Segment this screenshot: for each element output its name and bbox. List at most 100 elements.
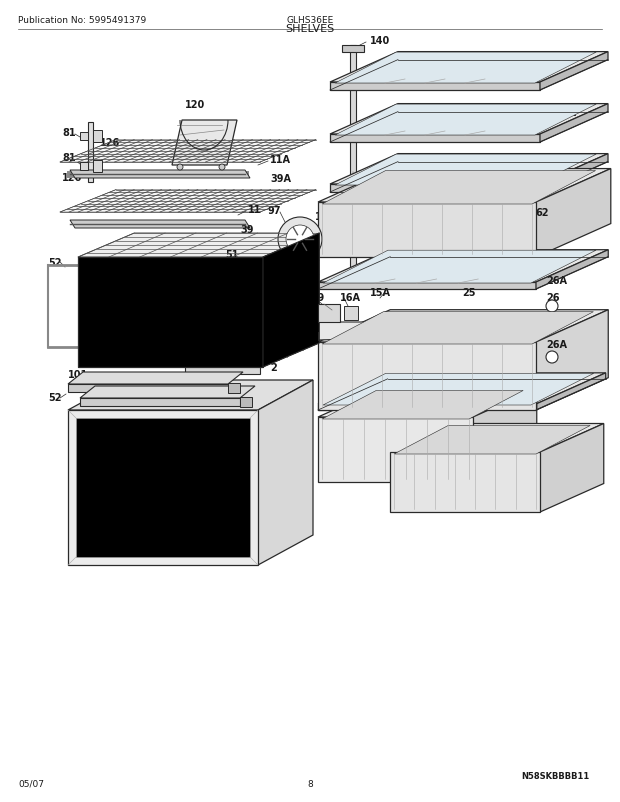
Text: 47A: 47A [415,412,436,423]
Polygon shape [76,419,250,557]
Polygon shape [60,190,316,213]
Text: 140: 140 [370,36,390,46]
Text: 62: 62 [535,208,549,217]
Polygon shape [80,399,240,407]
Polygon shape [318,169,611,203]
Circle shape [546,301,558,313]
Polygon shape [335,155,596,186]
Circle shape [546,351,558,363]
Text: GLHS36EE: GLHS36EE [286,16,334,25]
Polygon shape [70,171,250,179]
Polygon shape [540,424,604,512]
Text: 26A: 26A [546,339,567,350]
Polygon shape [330,104,608,135]
Polygon shape [350,46,356,273]
Polygon shape [318,250,608,282]
Text: 24A: 24A [555,53,576,63]
Polygon shape [70,221,250,229]
Text: 101: 101 [195,391,215,402]
Text: 26: 26 [546,293,559,302]
Text: 126: 126 [62,172,82,183]
Polygon shape [536,250,608,290]
Text: 42: 42 [497,200,510,210]
Polygon shape [68,384,228,392]
Polygon shape [318,374,606,404]
Text: 11A: 11A [270,155,291,164]
Polygon shape [68,380,313,411]
Polygon shape [323,374,594,406]
Text: 123: 123 [315,212,335,221]
Text: 21: 21 [340,243,353,253]
Polygon shape [318,282,536,290]
Polygon shape [335,105,596,136]
Text: 109: 109 [305,293,326,302]
Polygon shape [330,135,540,143]
Text: 25A: 25A [415,441,436,452]
Polygon shape [68,373,243,384]
Polygon shape [80,163,88,171]
Polygon shape [318,389,537,418]
Text: 24A: 24A [555,107,576,118]
Polygon shape [344,306,358,321]
Text: N58SKBBBB11: N58SKBBBB11 [522,771,590,780]
Polygon shape [394,426,590,455]
Polygon shape [318,310,608,342]
Polygon shape [342,46,364,53]
Polygon shape [536,169,611,257]
Polygon shape [536,374,606,411]
Text: 24: 24 [555,158,569,168]
Polygon shape [258,380,313,565]
Polygon shape [318,322,420,341]
Polygon shape [172,121,237,166]
Polygon shape [68,411,258,565]
Polygon shape [318,404,536,411]
Bar [185,363,260,375]
Text: 52: 52 [48,257,61,268]
Text: 11: 11 [248,205,262,215]
Polygon shape [322,312,593,345]
Text: Publication No: 5995491379: Publication No: 5995491379 [18,16,146,25]
Circle shape [286,225,314,253]
Polygon shape [318,305,340,322]
Polygon shape [78,257,263,367]
Text: 05/07: 05/07 [18,779,44,788]
Circle shape [278,217,322,261]
Polygon shape [240,398,252,407]
Text: 39: 39 [240,225,254,235]
Polygon shape [540,155,608,192]
Text: 16A: 16A [340,293,361,302]
Text: 126: 126 [100,138,120,148]
Polygon shape [473,389,537,482]
Polygon shape [330,83,540,91]
Text: 8: 8 [307,779,313,788]
Polygon shape [330,184,540,192]
Polygon shape [540,104,608,143]
Text: 81: 81 [62,153,76,163]
Polygon shape [330,53,608,83]
Text: 27: 27 [428,477,441,488]
Polygon shape [60,140,316,163]
Polygon shape [318,418,473,482]
Text: 26A: 26A [546,276,567,286]
Text: 42A: 42A [315,225,336,236]
Polygon shape [330,155,608,184]
Text: SHELVES: SHELVES [285,24,335,34]
Polygon shape [93,131,102,143]
Polygon shape [93,160,102,172]
Text: 120: 120 [185,100,205,110]
Text: 25: 25 [462,288,476,298]
Text: 2: 2 [270,363,277,373]
Polygon shape [228,383,240,394]
Polygon shape [322,391,523,419]
Polygon shape [536,310,608,411]
Text: 49: 49 [243,476,257,485]
Text: 52: 52 [48,392,61,403]
Polygon shape [390,424,604,452]
Polygon shape [78,233,319,257]
Text: 51: 51 [185,376,198,387]
Circle shape [219,164,225,171]
Text: 101: 101 [68,370,88,379]
Polygon shape [318,203,536,257]
Polygon shape [335,53,596,84]
Circle shape [177,164,183,171]
